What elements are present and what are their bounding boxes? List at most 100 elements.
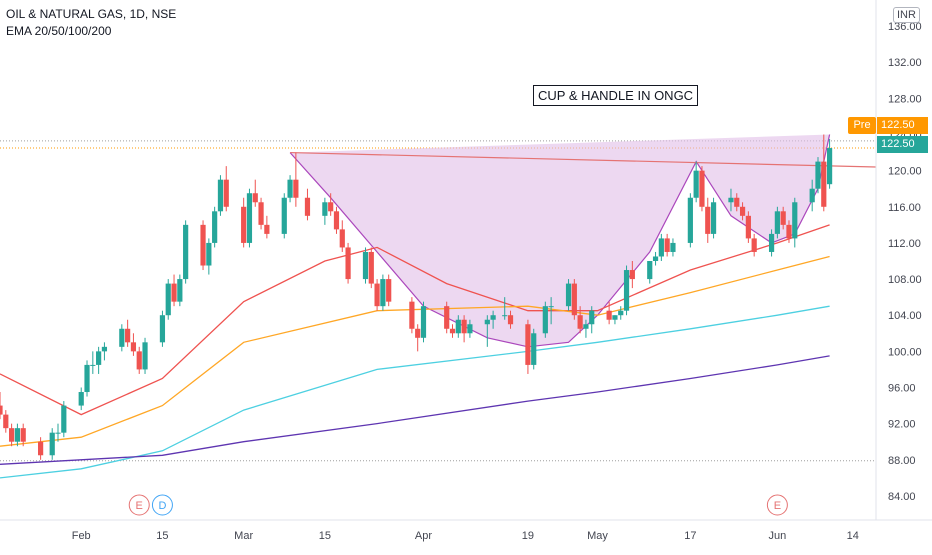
candle (96, 346, 102, 374)
candle (293, 152, 299, 207)
candle (531, 328, 537, 370)
candle (484, 315, 490, 347)
candle-body (362, 251, 369, 280)
candle (444, 301, 450, 334)
candle-body (687, 197, 693, 243)
candle (159, 310, 166, 347)
candle (542, 301, 548, 338)
candle-body (0, 405, 3, 415)
candle (548, 297, 554, 325)
candle (606, 301, 612, 325)
candle-body (9, 428, 15, 442)
candle-body (206, 242, 212, 266)
currency-button[interactable]: INR (893, 7, 920, 23)
candle-body (577, 315, 583, 329)
candle (223, 166, 229, 212)
y-tick-label: 112.00 (888, 238, 921, 250)
candle-body (368, 251, 374, 284)
candle-body (101, 346, 108, 352)
chart-header: OIL & NATURAL GAS, 1D, NSE EMA 20/50/100… (6, 6, 176, 40)
pre-price-tag: 122.50 (877, 117, 928, 134)
candle-body (333, 211, 340, 230)
candle-body (380, 279, 386, 307)
candle (647, 261, 653, 284)
y-tick-label: 108.00 (888, 274, 922, 286)
candle-body (618, 310, 624, 316)
candle (90, 351, 96, 374)
cup-fill (290, 134, 830, 347)
candle (525, 319, 531, 374)
candle (322, 197, 328, 225)
y-tick-label: 84.00 (888, 491, 916, 503)
candle-body (792, 202, 798, 239)
candle-body (281, 197, 287, 234)
candle (3, 410, 9, 433)
candle-body (217, 179, 224, 212)
candle (768, 229, 775, 257)
candle-body (200, 224, 206, 266)
candle (658, 233, 664, 261)
candle-body (455, 319, 461, 334)
candle (455, 315, 461, 338)
candle-body (502, 315, 508, 317)
candle (809, 179, 815, 212)
candle (815, 157, 821, 194)
candle-body (130, 342, 137, 352)
candle-body (223, 179, 229, 207)
candle-body (705, 206, 711, 234)
candle (786, 220, 792, 243)
candle (467, 319, 473, 338)
y-tick-label: 116.00 (888, 202, 921, 214)
candle (101, 342, 108, 361)
candle (206, 238, 212, 275)
candle (142, 337, 148, 374)
candle-body (693, 170, 699, 198)
candle-body (565, 283, 572, 307)
candle-body (20, 428, 26, 442)
y-tick-label: 88.00 (888, 455, 916, 467)
candle (200, 220, 206, 271)
candle-body (589, 310, 595, 325)
candle (0, 392, 3, 420)
candle-body (728, 197, 734, 203)
pre-label: Pre (848, 117, 876, 134)
candle (821, 134, 827, 212)
candle-body (444, 306, 450, 329)
candle-body (142, 342, 148, 370)
x-tick-label: 19 (522, 530, 534, 542)
candle (490, 310, 496, 329)
candle (612, 315, 618, 325)
candle-body (670, 242, 676, 252)
candle-body (571, 283, 577, 316)
candle-body (212, 211, 218, 243)
candle-body (322, 202, 328, 216)
candle-body (606, 310, 612, 320)
candle-body (734, 197, 740, 207)
candle-body (345, 247, 351, 280)
candle (38, 437, 44, 460)
candle (130, 333, 137, 356)
candle (125, 319, 131, 347)
candle (618, 306, 624, 320)
candle (449, 324, 456, 338)
ema-line-1 (0, 224, 830, 416)
y-tick-label: 120.00 (888, 166, 922, 178)
candle-body (809, 188, 815, 203)
candle (386, 274, 392, 307)
candle (55, 423, 61, 442)
candle (571, 279, 577, 320)
candle (14, 423, 21, 447)
candle (136, 346, 142, 374)
candle (328, 193, 334, 216)
candle (212, 206, 218, 248)
candle-body (658, 238, 664, 257)
candle (258, 197, 264, 230)
candle-body (49, 432, 55, 456)
x-tick-label: Feb (72, 530, 91, 542)
indicator-legend: EMA 20/50/100/200 (6, 24, 112, 38)
candle-body (461, 319, 467, 334)
candle-body (751, 238, 757, 252)
candle-body (786, 224, 792, 239)
candle-body (467, 324, 473, 334)
